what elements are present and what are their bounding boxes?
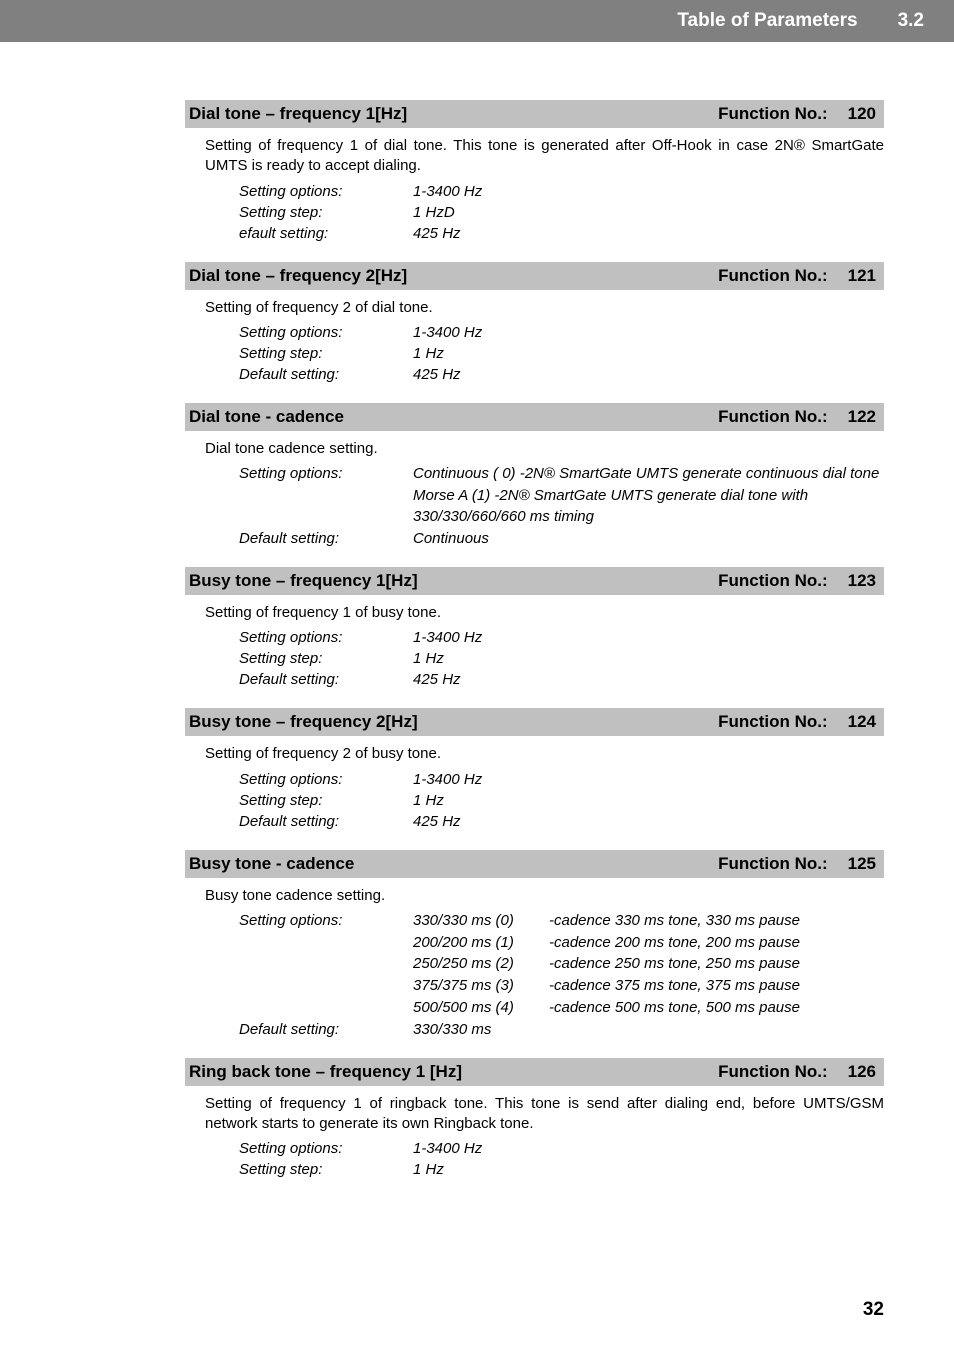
param-description: Setting of frequency 2 of dial tone. [205, 298, 884, 318]
function-number: 125 [848, 854, 876, 874]
function-number: 123 [848, 571, 876, 591]
setting-row: Setting step:1 Hz [239, 343, 884, 364]
function-number: 121 [848, 266, 876, 286]
setting-key: Setting options: [239, 627, 413, 648]
param-description: Setting of frequency 1 of dial tone. Thi… [205, 136, 884, 177]
param-description: Setting of frequency 1 of busy tone. [205, 603, 884, 623]
param-name: Busy tone – frequency 1[Hz] [189, 571, 718, 591]
param-description: Busy tone cadence setting. [205, 886, 884, 906]
setting-value: 1 Hz [413, 790, 884, 811]
setting-key: Default setting: [239, 1019, 413, 1040]
setting-row: Default setting:Continuous [239, 528, 884, 549]
setting-value: 1 Hz [413, 1159, 884, 1180]
setting-value: 425 Hz [413, 811, 884, 832]
setting-row: Setting options:1-3400 Hz [239, 1138, 884, 1159]
setting-row: Setting options:1-3400 Hz [239, 769, 884, 790]
param-name: Ring back tone – frequency 1 [Hz] [189, 1062, 718, 1082]
function-label: Function No.: [718, 712, 828, 732]
setting-row: Setting options: 330/330 ms (0)-cadence … [239, 910, 884, 1019]
param-name: Busy tone - cadence [189, 854, 718, 874]
param-description: Setting of frequency 1 of ringback tone.… [205, 1094, 884, 1135]
cadence-option: 250/250 ms (2)-cadence 250 ms tone, 250 … [413, 953, 800, 975]
param-name: Dial tone - cadence [189, 407, 718, 427]
cadence-options: 330/330 ms (0)-cadence 330 ms tone, 330 … [413, 910, 800, 1019]
param-description: Dial tone cadence setting. [205, 439, 884, 459]
param-header: Ring back tone – frequency 1 [Hz] Functi… [185, 1058, 884, 1086]
function-label: Function No.: [718, 571, 828, 591]
setting-key: Setting options: [239, 322, 413, 343]
setting-value: 1 Hz [413, 648, 884, 669]
setting-row: Setting step:1 HzD [239, 202, 884, 223]
setting-value: 425 Hz [413, 669, 884, 690]
param-name: Dial tone – frequency 2[Hz] [189, 266, 718, 286]
setting-key: Default setting: [239, 669, 413, 690]
setting-key: Setting options: [239, 181, 413, 202]
setting-row: Setting options:1-3400 Hz [239, 322, 884, 343]
setting-key: Setting step: [239, 202, 413, 223]
setting-key: Default setting: [239, 528, 413, 549]
param-header: Busy tone – frequency 2[Hz] Function No.… [185, 708, 884, 736]
setting-row: Default setting:425 Hz [239, 811, 884, 832]
cadence-option: 375/375 ms (3)-cadence 375 ms tone, 375 … [413, 975, 800, 997]
param-header: Dial tone – frequency 1[Hz] Function No.… [185, 100, 884, 128]
param-name: Busy tone – frequency 2[Hz] [189, 712, 718, 732]
banner-title: Table of Parameters [677, 10, 857, 32]
function-label: Function No.: [718, 1062, 828, 1082]
param-description: Setting of frequency 2 of busy tone. [205, 744, 884, 764]
setting-value: 1-3400 Hz [413, 627, 884, 648]
setting-value: 1-3400 Hz [413, 322, 884, 343]
cadence-option: 200/200 ms (1)-cadence 200 ms tone, 200 … [413, 932, 800, 954]
page-number: 32 [863, 1299, 884, 1321]
param-name: Dial tone – frequency 1[Hz] [189, 104, 718, 124]
setting-key: Setting step: [239, 648, 413, 669]
param-header: Dial tone - cadence Function No.: 122 [185, 403, 884, 431]
param-header: Busy tone - cadence Function No.: 125 [185, 850, 884, 878]
setting-key: Setting options: [239, 769, 413, 790]
setting-row: Setting options:1-3400 Hz [239, 627, 884, 648]
function-label: Function No.: [718, 407, 828, 427]
setting-key: Default setting: [239, 364, 413, 385]
setting-value: Continuous [413, 528, 884, 549]
cadence-option: 330/330 ms (0)-cadence 330 ms tone, 330 … [413, 910, 800, 932]
setting-row: efault setting:425 Hz [239, 223, 884, 244]
function-number: 126 [848, 1062, 876, 1082]
setting-row: Setting options: Continuous ( 0) -2N® Sm… [239, 463, 884, 528]
param-header: Busy tone – frequency 1[Hz] Function No.… [185, 567, 884, 595]
setting-row: Default setting:425 Hz [239, 669, 884, 690]
setting-value: 425 Hz [413, 364, 884, 385]
function-label: Function No.: [718, 104, 828, 124]
function-label: Function No.: [718, 854, 828, 874]
setting-key: Setting step: [239, 1159, 413, 1180]
setting-row: Setting step:1 Hz [239, 790, 884, 811]
function-number: 120 [848, 104, 876, 124]
setting-value: Continuous ( 0) -2N® SmartGate UMTS gene… [413, 463, 884, 528]
setting-row: Setting step:1 Hz [239, 648, 884, 669]
cadence-option: 500/500 ms (4)-cadence 500 ms tone, 500 … [413, 997, 800, 1019]
setting-row: Default setting:425 Hz [239, 364, 884, 385]
setting-value: 1 Hz [413, 343, 884, 364]
top-banner: Table of Parameters 3.2 [0, 0, 954, 42]
setting-key: Setting options: [239, 910, 413, 1019]
setting-key: efault setting: [239, 223, 413, 244]
setting-value: 425 Hz [413, 223, 884, 244]
setting-value: 1-3400 Hz [413, 181, 884, 202]
banner-section: 3.2 [898, 10, 924, 32]
setting-key: Setting step: [239, 790, 413, 811]
function-label: Function No.: [718, 266, 828, 286]
setting-key: Setting step: [239, 343, 413, 364]
setting-key: Setting options: [239, 1138, 413, 1159]
param-header: Dial tone – frequency 2[Hz] Function No.… [185, 262, 884, 290]
setting-row: Default setting:330/330 ms [239, 1019, 884, 1040]
setting-row: Setting options:1-3400 Hz [239, 181, 884, 202]
page-content: Dial tone – frequency 1[Hz] Function No.… [0, 42, 954, 1180]
setting-row: Setting step:1 Hz [239, 1159, 884, 1180]
setting-value: 1-3400 Hz [413, 1138, 884, 1159]
setting-value: 1 HzD [413, 202, 884, 223]
setting-value: 330/330 ms [413, 1019, 884, 1040]
setting-key: Default setting: [239, 811, 413, 832]
setting-key: Setting options: [239, 463, 413, 528]
function-number: 124 [848, 712, 876, 732]
function-number: 122 [848, 407, 876, 427]
setting-value: 1-3400 Hz [413, 769, 884, 790]
